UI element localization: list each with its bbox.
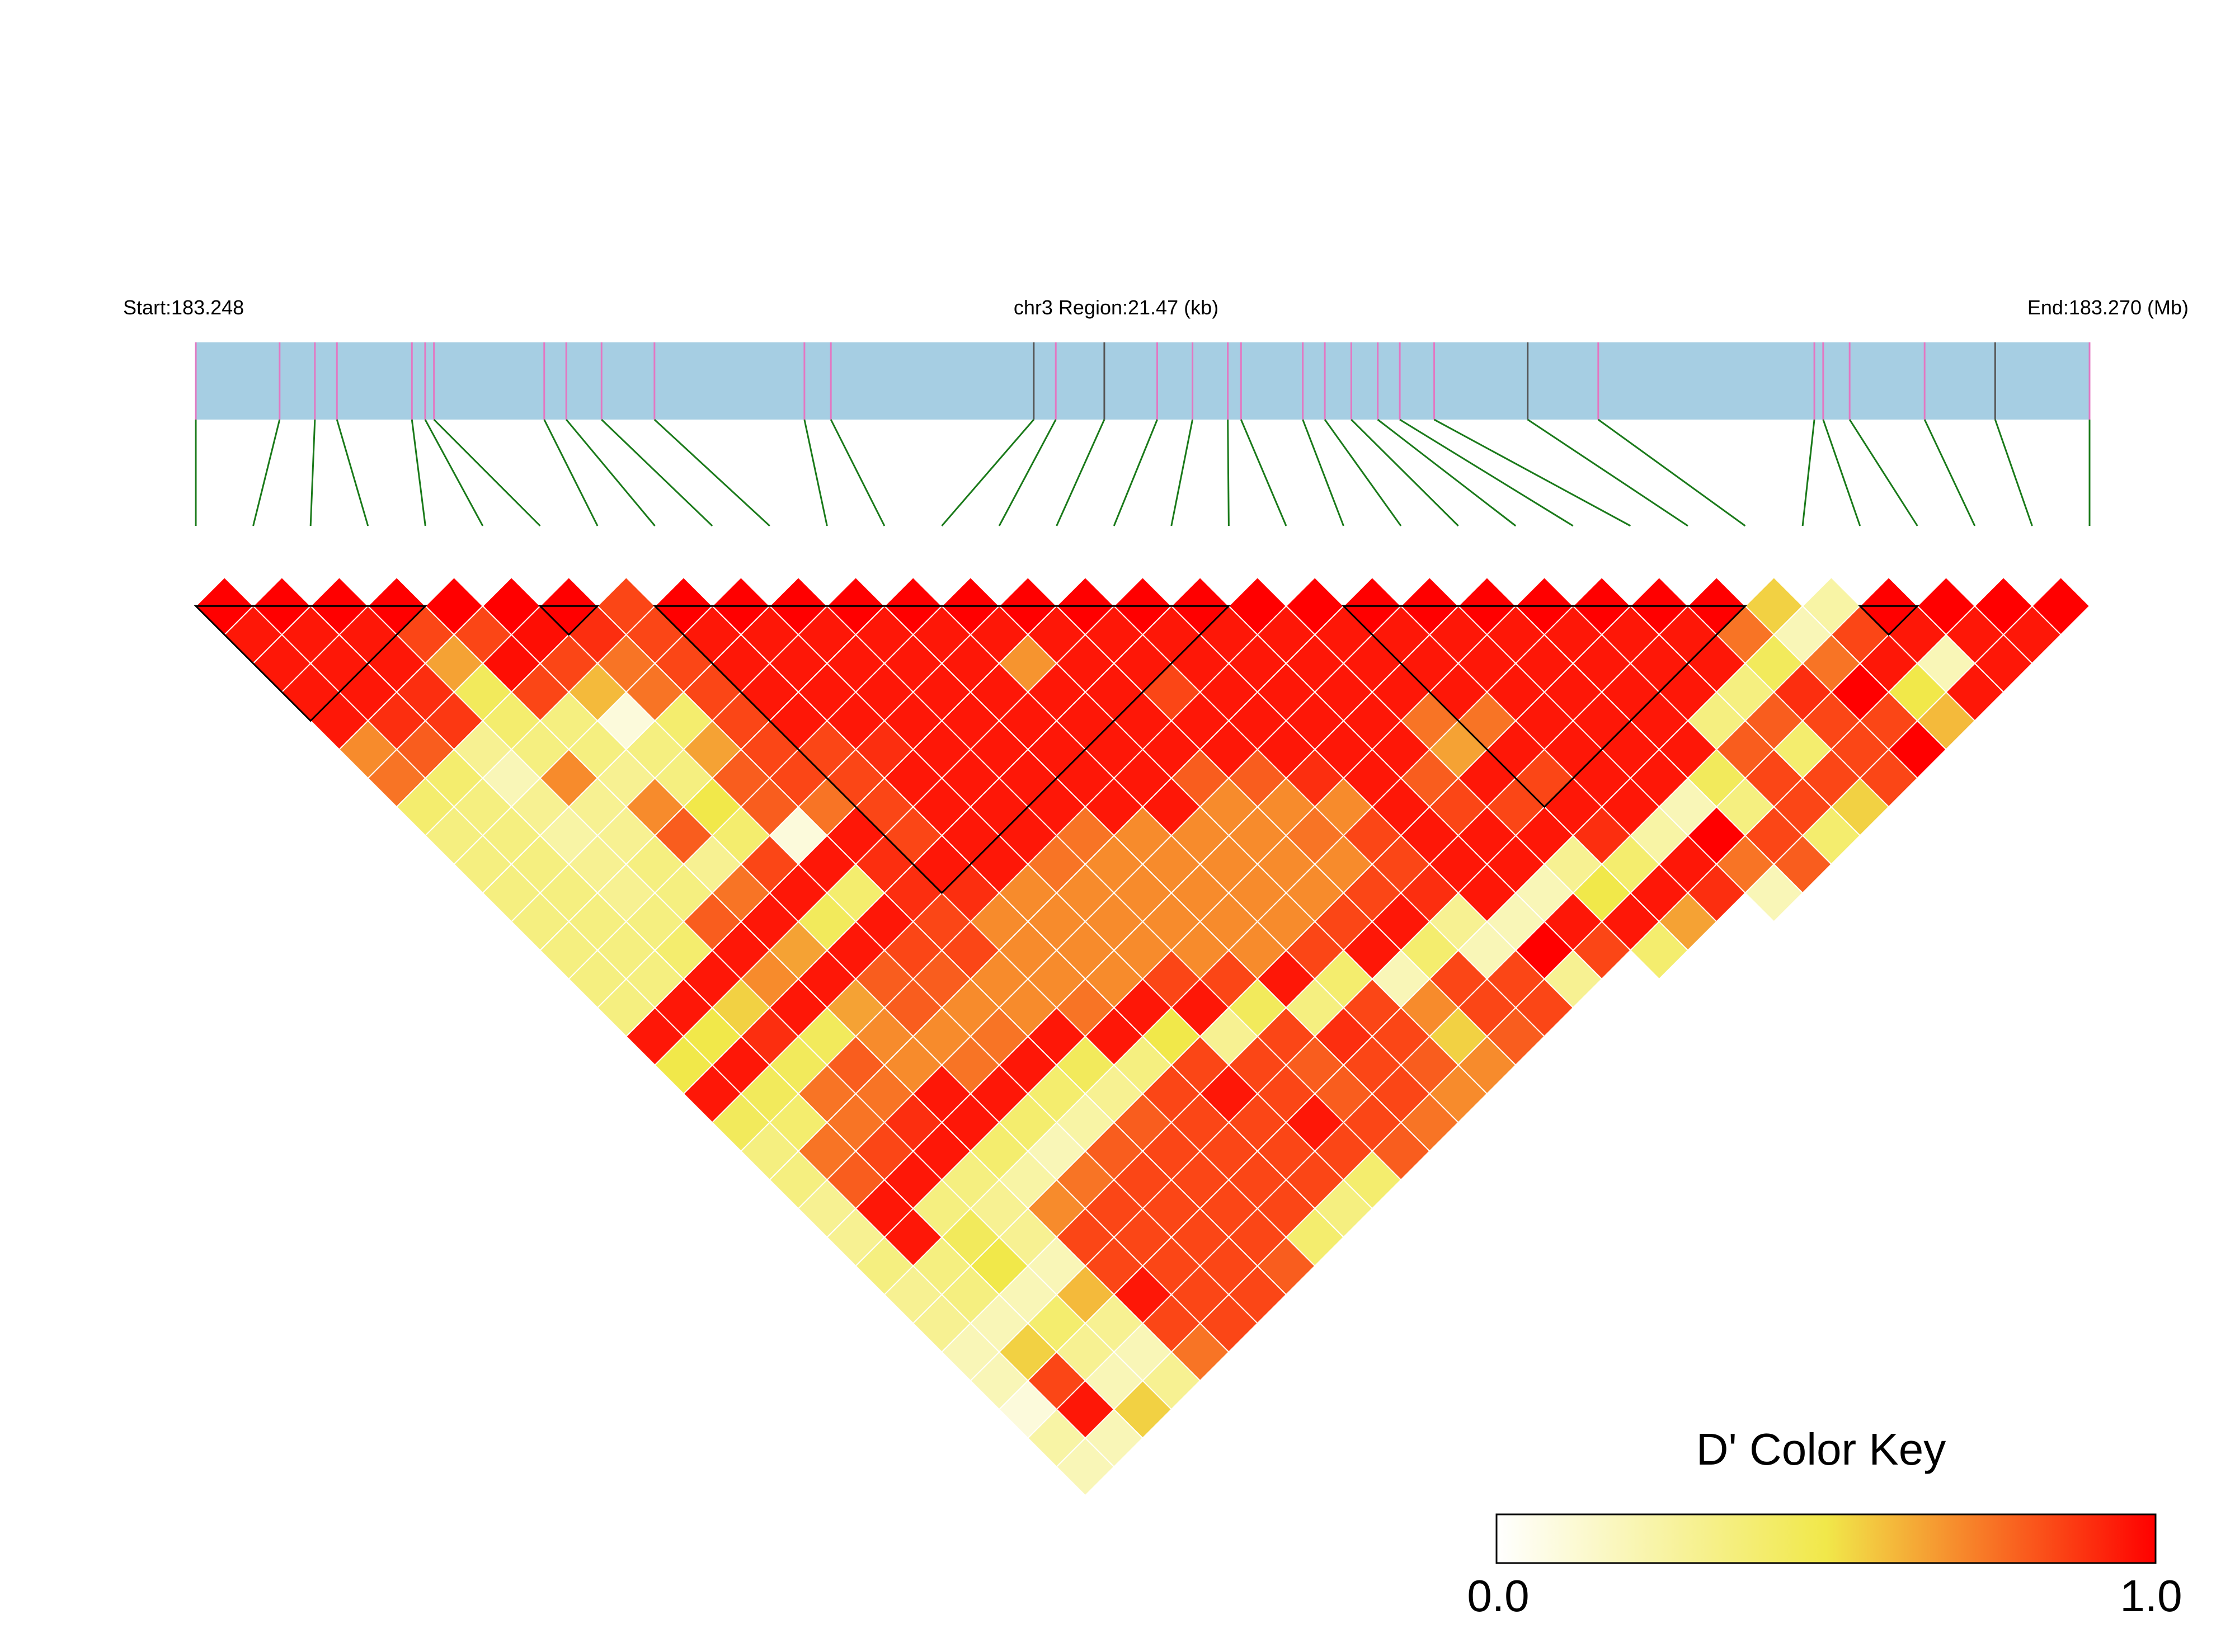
snp-connector	[1597, 418, 1746, 527]
chromosome-region-track	[196, 342, 2090, 420]
snp-connector	[309, 419, 316, 526]
dprime-cells	[195, 576, 2091, 1496]
snp-connector	[1113, 419, 1158, 526]
region-header: Start:183.248 chr3 Region:21.47 (kb) End…	[123, 296, 2189, 319]
color-key-gradient-bar	[1495, 1513, 2157, 1564]
snp-connector	[941, 419, 1034, 526]
snp-connector	[653, 418, 770, 527]
haplotype-block	[194, 605, 427, 722]
snp-connector	[433, 418, 541, 527]
snp-connector	[1240, 419, 1287, 526]
snp-connector	[998, 419, 1057, 526]
snp-connector	[543, 419, 599, 526]
region-size-label: chr3 Region:21.47 (kb)	[1014, 296, 1218, 319]
region-start-label: Start:183.248	[123, 296, 244, 319]
haplotype-block-outlines	[194, 605, 1919, 895]
snp-connector	[424, 419, 484, 526]
snp-connector	[803, 419, 828, 526]
region-end-label: End:183.270 (Mb)	[2027, 296, 2189, 319]
snp-connector	[1801, 419, 1815, 526]
snp-connector	[1923, 419, 1976, 526]
ld-cell	[1744, 863, 1804, 923]
snp-connector	[252, 419, 281, 526]
snp-connector-lines	[195, 418, 2091, 527]
color-key-min-label: 0.0	[1467, 1571, 1529, 1621]
ld-cell	[1629, 921, 1689, 980]
haplotype-block	[538, 605, 600, 636]
snp-connector	[566, 419, 656, 526]
snp-connector	[1302, 419, 1344, 526]
snp-connector	[1527, 418, 1688, 527]
snp-connector	[1433, 418, 1631, 527]
snp-connector	[1848, 419, 1918, 526]
dprime-color-key: D' Color Key 0.0 1.0	[1467, 1424, 2182, 1621]
ld-cell	[1056, 1437, 1115, 1496]
snp-connector	[411, 419, 426, 526]
snp-connector	[336, 419, 369, 526]
snp-connector	[1822, 419, 1861, 526]
snp-position-ticks	[195, 342, 2091, 420]
color-key-max-label: 1.0	[2120, 1571, 2182, 1621]
snp-connector	[1324, 419, 1402, 526]
snp-connector	[601, 418, 713, 527]
snp-connector	[1994, 419, 2033, 526]
snp-connector	[1170, 419, 1194, 526]
haplotype-block	[652, 605, 1231, 895]
snp-connector	[830, 419, 886, 526]
snp-connector	[1351, 418, 1459, 527]
snp-connector	[1377, 418, 1517, 527]
color-key-title: D' Color Key	[1696, 1424, 1946, 1474]
snp-connector	[1399, 418, 1574, 527]
snp-connector	[1056, 419, 1105, 526]
haplotype-block	[1341, 605, 1748, 808]
haplotype-block	[1858, 605, 1919, 636]
snp-connector	[1227, 419, 1230, 526]
